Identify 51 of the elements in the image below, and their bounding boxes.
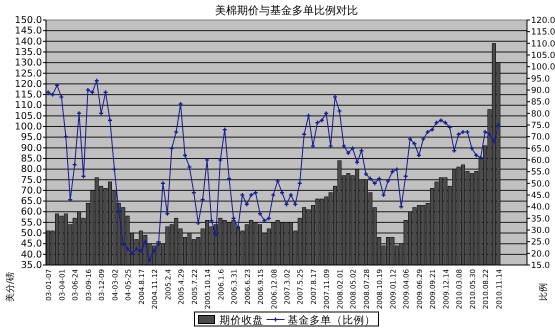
- y2-tick-label: 60.0: [531, 156, 550, 166]
- y-tick-label: 45.0: [20, 238, 42, 250]
- y2-tick-label: 65.0: [531, 144, 550, 154]
- legend-label: 基金多单（比例）: [288, 314, 376, 326]
- y-tick-label: 140.0: [14, 36, 42, 48]
- y2-tick-label: 115.0: [531, 28, 555, 38]
- y-tick-label: 80.0: [20, 164, 42, 176]
- y-tick-label: 150.0: [14, 15, 42, 26]
- y-tick-label: 75.0: [20, 174, 42, 186]
- y-tick-label: 85.0: [20, 153, 42, 164]
- y2-tick-label: 105.0: [531, 51, 555, 61]
- y2-tick-label: 100.0: [531, 62, 555, 73]
- y2-tick-label: 30.0: [531, 226, 550, 236]
- y-axis-title: 美分/磅: [5, 272, 16, 302]
- legend-label: 期价收盘: [220, 314, 264, 326]
- y-tick-label: 40.0: [20, 249, 42, 260]
- y2-tick-label: 35.0: [531, 214, 550, 224]
- y-tick-label: 110.0: [14, 100, 42, 112]
- y-tick-label: 50.0: [20, 228, 42, 240]
- y-tick-label: 90.0: [20, 142, 42, 154]
- y-tick-label: 135.0: [14, 46, 42, 58]
- y2-axis-title: 比例: [538, 283, 549, 301]
- y2-tick-label: 120.0: [531, 16, 555, 26]
- y2-tick-label: 75.0: [531, 121, 550, 131]
- y2-tick-label: 50.0: [531, 179, 550, 190]
- y2-tick-label: 20.0: [531, 249, 550, 260]
- chart-title: 美棉期价与基金多单比例对比: [215, 4, 358, 17]
- y2-tick-label: 45.0: [531, 191, 550, 201]
- y-tick-label: 100.0: [14, 122, 42, 133]
- y-tick-label: 145.0: [14, 26, 42, 37]
- y2-tick-label: 85.0: [531, 98, 550, 108]
- y-tick-label: 55.0: [20, 217, 42, 228]
- y-tick-label: 125.0: [14, 68, 42, 80]
- y-tick-label: 130.0: [14, 58, 42, 69]
- y2-tick-label: 55.0: [531, 168, 550, 178]
- y2-tick-label: 110.0: [531, 39, 555, 50]
- y2-tick-label: 25.0: [531, 238, 550, 248]
- y-tick-label: 120.0: [14, 78, 42, 90]
- y2-tick-label: 80.0: [531, 109, 550, 120]
- y2-tick-label: 40.0: [531, 202, 550, 213]
- y-tick-label: 35.0: [20, 260, 42, 271]
- y-tick-label: 115.0: [14, 90, 42, 101]
- y2-tick-label: 95.0: [531, 74, 550, 84]
- y2-tick-label: 90.0: [531, 86, 550, 96]
- y-tick-label: 70.0: [20, 185, 42, 196]
- y-tick-label: 65.0: [20, 196, 42, 208]
- y2-tick-label: 70.0: [531, 132, 550, 143]
- y-tick-label: 95.0: [20, 132, 42, 144]
- y-tick-label: 105.0: [14, 110, 42, 122]
- y2-tick-label: 15.0: [531, 261, 550, 271]
- y-tick-label: 60.0: [20, 206, 42, 218]
